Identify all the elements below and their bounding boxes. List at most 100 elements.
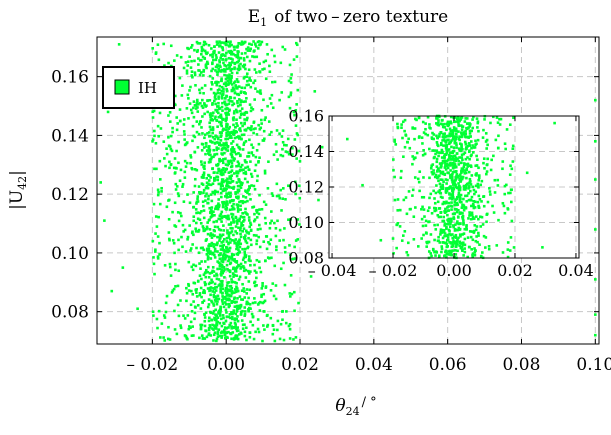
data-point [214,102,217,106]
data-point [211,126,215,129]
inset-data-point [454,177,458,181]
data-point [220,54,224,57]
data-point [221,287,225,291]
inset-data-point [476,138,480,142]
data-point [220,178,224,181]
data-point [292,58,296,61]
data-point [164,310,168,314]
data-point [198,191,201,194]
data-point [222,237,226,241]
inset-x-tick-label: 0.04 [558,261,594,280]
data-point [240,52,244,55]
data-point [178,76,182,80]
inset-data-point [453,180,456,184]
inset-data-point [453,154,457,158]
data-point [172,166,176,170]
data-point [239,267,242,270]
data-point [217,202,220,205]
data-point [184,250,188,253]
inset-data-point [449,176,452,180]
data-point [220,131,223,135]
data-point [217,80,220,84]
inset-data-point [424,224,428,227]
data-point [296,218,299,221]
inset-data-point [420,195,424,199]
data-point [229,191,232,195]
data-point [211,77,215,80]
data-point [173,251,176,255]
inset-data-point [467,126,470,129]
inset-data-point [463,163,466,167]
data-point [171,130,174,134]
data-point [227,162,231,166]
inset-data-point [434,209,438,212]
data-point [273,221,276,225]
data-point [186,314,190,317]
inset-data-point [447,171,450,175]
data-point [294,257,297,260]
data-point [249,47,253,51]
inset-data-point [435,134,438,138]
data-point [230,215,234,219]
data-point [220,46,224,49]
inset-data-point [446,166,450,170]
data-point [292,110,296,114]
data-point [210,213,214,217]
data-point [191,124,195,128]
data-point [184,165,188,168]
inset-data-point [501,251,505,254]
inset-data-point [452,136,456,140]
inset-data-point [438,207,442,210]
data-point [201,301,204,304]
inset-data-point [446,233,450,237]
inset-data-point [446,222,450,226]
data-point [199,307,203,310]
data-point [201,55,205,59]
inset-data-point [482,161,485,165]
data-point [189,326,192,329]
inset-data-point [462,152,466,156]
x-tick-label: 0.02 [281,355,319,375]
data-point [200,163,204,166]
data-point [179,299,182,302]
data-point [232,133,236,136]
data-point [222,205,225,209]
data-point [217,95,220,98]
data-point [191,75,194,79]
data-point [229,332,232,335]
inset-data-point [466,144,469,148]
data-point [229,199,232,203]
data-point [212,293,216,297]
data-point [209,115,212,119]
inset-data-point [437,154,440,158]
data-point [165,152,169,156]
data-point [264,116,267,119]
inset-data-point [495,116,499,119]
data-point [196,200,200,203]
data-point [223,69,227,73]
data-point [225,202,229,206]
inset-data-point [473,253,477,257]
data-point [195,246,198,250]
data-point [247,255,251,258]
data-point [191,325,194,328]
data-point [221,314,225,317]
data-point [165,147,168,150]
data-point [213,317,216,320]
data-point [228,96,232,100]
data-point [224,303,228,306]
data-point [199,160,203,163]
data-point [167,114,170,117]
data-point [282,261,285,265]
data-point [215,164,219,167]
data-point [198,293,202,297]
data-point [248,186,252,190]
data-point [209,244,213,248]
data-point [262,300,266,304]
data-point [216,70,220,74]
data-point [235,85,238,89]
data-point [99,181,102,184]
inset-data-point [437,215,441,219]
data-point [250,106,253,109]
